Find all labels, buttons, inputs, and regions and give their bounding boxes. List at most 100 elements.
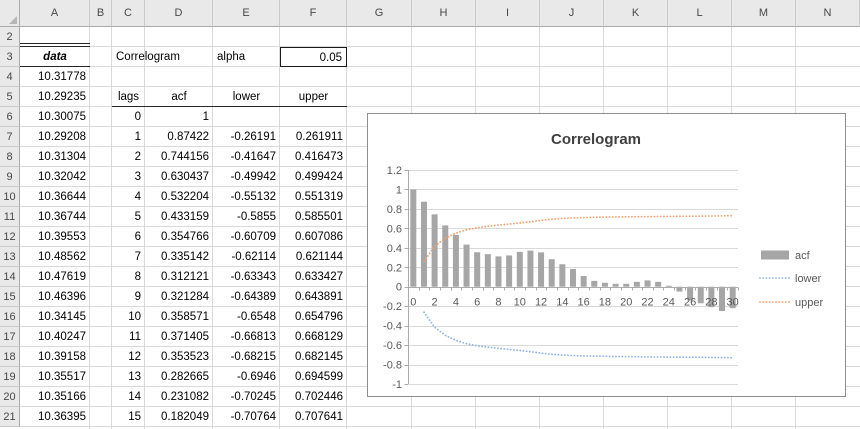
column-header-D[interactable]: D xyxy=(145,0,213,27)
cell-table-value[interactable]: 5 xyxy=(134,211,141,223)
cell-table-value[interactable]: 2 xyxy=(134,151,141,163)
cell-table-value[interactable]: -0.6946 xyxy=(236,371,276,383)
cell-table-value[interactable]: -0.63343 xyxy=(230,271,276,283)
cell-table-value[interactable]: 6 xyxy=(134,231,141,243)
cell-table-value[interactable]: 0.668129 xyxy=(295,331,343,343)
row-header-13[interactable]: 13 xyxy=(0,247,20,267)
cell-table-value[interactable]: 0.532204 xyxy=(161,191,209,203)
cell-table-value[interactable]: 13 xyxy=(128,371,141,383)
cell-table-value[interactable]: 12 xyxy=(128,351,141,363)
cell-table-value[interactable]: 0.682145 xyxy=(295,351,343,363)
column-header-E[interactable]: E xyxy=(213,0,280,27)
cell-table-header-lags[interactable]: lags xyxy=(112,87,145,107)
row-header-18[interactable]: 18 xyxy=(0,347,20,367)
cell-table-value[interactable]: 0.499424 xyxy=(295,171,343,183)
cell-table-value[interactable]: -0.60709 xyxy=(230,231,276,243)
cell-table-value[interactable]: 15 xyxy=(128,411,141,423)
cell-data-value[interactable]: 10.29208 xyxy=(38,131,86,143)
cell-alpha-label[interactable]: alpha xyxy=(217,51,246,63)
cell-table-value[interactable]: -0.49942 xyxy=(230,171,276,183)
row-header-2[interactable]: 2 xyxy=(0,27,20,47)
cell-table-value[interactable]: 14 xyxy=(128,391,141,403)
cell-correlogram-label[interactable]: Correlogram xyxy=(116,51,180,63)
cell-data-value[interactable]: 10.30075 xyxy=(38,111,86,123)
cell-table-value[interactable]: 0.182049 xyxy=(161,411,209,423)
cell-table-value[interactable]: 0.371405 xyxy=(161,331,209,343)
cell-data-value[interactable]: 10.34145 xyxy=(38,311,86,323)
column-header-N[interactable]: N xyxy=(796,0,860,27)
cell-table-value[interactable]: -0.64389 xyxy=(230,291,276,303)
row-header-11[interactable]: 11 xyxy=(0,207,20,227)
cell-table-header-upper[interactable]: upper xyxy=(280,87,347,107)
row-header-3[interactable]: 3 xyxy=(0,47,20,67)
cell-table-value[interactable]: 0.353523 xyxy=(161,351,209,363)
cell-data-value[interactable]: 10.35166 xyxy=(38,391,86,403)
row-header-7[interactable]: 7 xyxy=(0,127,20,147)
cell-data-value[interactable]: 10.39158 xyxy=(38,351,86,363)
cell-table-value[interactable]: 11 xyxy=(129,331,141,343)
row-header-8[interactable]: 8 xyxy=(0,147,20,167)
cell-table-value[interactable]: -0.5855 xyxy=(236,211,276,223)
cell-table-value[interactable]: 9 xyxy=(134,291,141,303)
cell-table-value[interactable]: -0.68215 xyxy=(230,351,276,363)
cell-table-value[interactable]: 10 xyxy=(128,311,141,323)
column-header-C[interactable]: C xyxy=(112,0,145,27)
column-header-L[interactable]: L xyxy=(668,0,732,27)
cell-data-value[interactable]: 10.46396 xyxy=(38,291,86,303)
cell-table-header-lower[interactable]: lower xyxy=(213,87,280,107)
column-header-K[interactable]: K xyxy=(604,0,668,27)
cell-table-value[interactable]: 0.643891 xyxy=(295,291,343,303)
select-all-corner[interactable] xyxy=(0,0,20,27)
correlogram-chart[interactable]: 1.2 1 0.8 0.6 0.4 0.2 0 -0.2 -0.4 -0.6 -0.8 -1 0 2 4 6 8… xyxy=(367,113,846,397)
cell-table-value[interactable]: 0.282665 xyxy=(161,371,209,383)
cell-table-value[interactable]: 0.312121 xyxy=(161,271,209,283)
cell-table-value[interactable]: 0.416473 xyxy=(295,151,343,163)
row-header-4[interactable]: 4 xyxy=(0,67,20,87)
cell-table-value[interactable]: 0.261911 xyxy=(295,131,343,143)
column-header-A[interactable]: A xyxy=(20,0,90,27)
cell-table-value[interactable]: 0.630437 xyxy=(161,171,209,183)
cell-table-value[interactable]: 4 xyxy=(134,191,141,203)
row-header-16[interactable]: 16 xyxy=(0,307,20,327)
cell-table-value[interactable]: 0.607086 xyxy=(295,231,343,243)
row-header-9[interactable]: 9 xyxy=(0,167,20,187)
cell-table-value[interactable]: 0.354766 xyxy=(161,231,209,243)
cell-data-value[interactable]: 10.29235 xyxy=(38,91,86,103)
cell-table-value[interactable]: 0.87422 xyxy=(167,131,209,143)
cell-table-value[interactable]: 7 xyxy=(134,251,141,263)
cell-data-value[interactable]: 10.48562 xyxy=(38,251,86,263)
column-header-G[interactable]: G xyxy=(347,0,412,27)
cell-table-value[interactable]: 0.585501 xyxy=(295,211,343,223)
cell-data-value[interactable]: 10.36644 xyxy=(38,191,86,203)
cell-data-header[interactable]: data xyxy=(20,47,90,67)
cell-table-value[interactable]: 0.694599 xyxy=(295,371,343,383)
cell-data-value[interactable]: 10.31778 xyxy=(38,71,86,83)
cell-table-value[interactable]: 0.231082 xyxy=(161,391,209,403)
cell-table-value[interactable]: 0.433159 xyxy=(161,211,209,223)
cell-alpha-value[interactable]: 0.05 xyxy=(280,47,347,67)
column-header-I[interactable]: I xyxy=(476,0,540,27)
cell-table-value[interactable]: -0.41647 xyxy=(230,151,276,163)
cell-data-value[interactable]: 10.47619 xyxy=(38,271,86,283)
cell-table-value[interactable]: 3 xyxy=(134,171,141,183)
row-header-14[interactable]: 14 xyxy=(0,267,20,287)
row-header-17[interactable]: 17 xyxy=(0,327,20,347)
row-header-10[interactable]: 10 xyxy=(0,187,20,207)
cell-table-value[interactable]: 1 xyxy=(134,131,141,143)
row-header-21[interactable]: 21 xyxy=(0,407,20,427)
row-header-6[interactable]: 6 xyxy=(0,107,20,127)
cell-table-value[interactable]: -0.70764 xyxy=(230,411,276,423)
cell-table-header-acf[interactable]: acf xyxy=(145,87,213,107)
row-header-20[interactable]: 20 xyxy=(0,387,20,407)
cell-table-value[interactable]: -0.55132 xyxy=(230,191,276,203)
cell-table-value[interactable]: 0 xyxy=(134,111,141,123)
cell-data-value[interactable]: 10.35517 xyxy=(38,371,86,383)
cell-table-value[interactable]: 0.358571 xyxy=(161,311,209,323)
cell-data-value[interactable]: 10.31304 xyxy=(38,151,86,163)
cell-table-value[interactable]: 0.707641 xyxy=(295,411,343,423)
cell-table-value[interactable]: 0.702446 xyxy=(295,391,343,403)
cell-table-value[interactable]: 0.335142 xyxy=(161,251,209,263)
cell-table-value[interactable]: 8 xyxy=(134,271,141,283)
row-header-12[interactable]: 12 xyxy=(0,227,20,247)
row-header-19[interactable]: 19 xyxy=(0,367,20,387)
